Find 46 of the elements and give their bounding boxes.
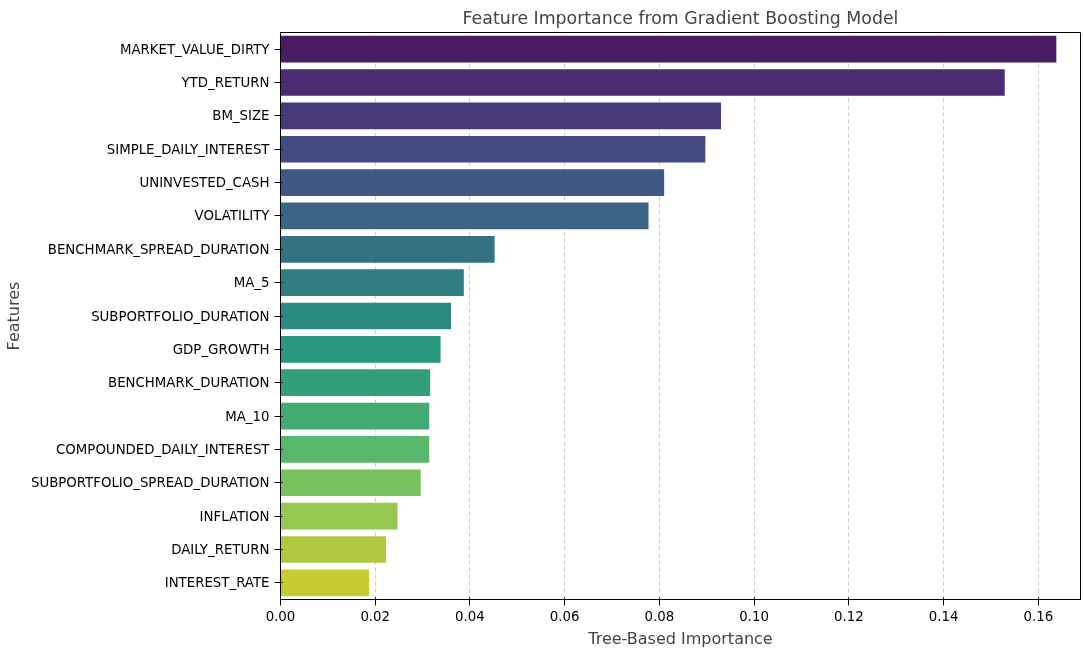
chart-title: Feature Importance from Gradient Boosting Model [462, 7, 899, 28]
bar [280, 135, 706, 163]
y-tick-label: BENCHMARK_DURATION [108, 375, 270, 391]
y-tick-label: DAILY_RETURN [171, 541, 270, 557]
bar [280, 35, 1057, 63]
y-tick-label: GDP_GROWTH [172, 341, 270, 357]
y-tick-label: BM_SIZE [212, 108, 270, 124]
bar [280, 202, 649, 230]
y-tick-label: INTEREST_RATE [164, 575, 270, 591]
y-tick-label: VOLATILITY [194, 208, 271, 224]
bar [280, 302, 452, 330]
y-axis-title: Features [3, 281, 23, 351]
bar [280, 402, 430, 430]
y-tick-label: SIMPLE_DAILY_INTEREST [106, 141, 271, 157]
bar [280, 569, 370, 597]
y-tick-label: SUBPORTFOLIO_DURATION [91, 308, 270, 324]
y-tick-label: BENCHMARK_SPREAD_DURATION [47, 241, 270, 257]
y-tick-label: MA_10 [225, 408, 270, 424]
bar [280, 436, 430, 463]
y-tick-label: INFLATION [199, 508, 270, 524]
x-tick-label: 0.08 [644, 608, 675, 624]
bar [280, 469, 421, 497]
y-tick-label: SUBPORTFOLIO_SPREAD_DURATION [30, 475, 270, 491]
bar [280, 69, 1005, 96]
x-tick-label: 0.14 [928, 608, 959, 624]
x-tick-label: 0.12 [834, 608, 864, 624]
y-tick-label: YTD_RETURN [180, 75, 270, 91]
bar [280, 102, 721, 130]
x-tick-label: 0.02 [360, 608, 391, 624]
bar [280, 369, 431, 397]
bar [280, 169, 665, 196]
bar [280, 536, 387, 563]
bar [280, 502, 398, 530]
bar [280, 269, 464, 296]
bar [280, 235, 495, 263]
x-tick-label: 0.06 [549, 608, 580, 624]
bar [280, 336, 441, 363]
x-tick-label: 0.00 [265, 608, 296, 624]
x-tick-label: 0.10 [739, 608, 769, 624]
x-tick-label: 0.04 [455, 608, 485, 624]
x-tick-label: 0.16 [1023, 608, 1054, 624]
y-tick-label: COMPOUNDED_DAILY_INTEREST [56, 441, 271, 457]
y-tick-label: MARKET_VALUE_DIRTY [119, 41, 271, 57]
y-tick-label: UNINVESTED_CASH [139, 175, 270, 191]
x-axis-title: Tree-Based Importance [587, 628, 773, 648]
y-tick-label: MA_5 [233, 275, 270, 291]
